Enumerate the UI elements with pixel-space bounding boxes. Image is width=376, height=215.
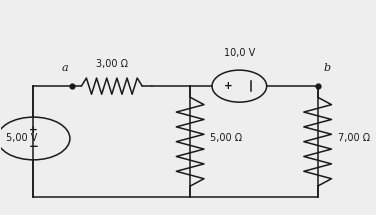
Text: b: b — [323, 63, 331, 73]
Text: 5,00 Ω: 5,00 Ω — [210, 134, 242, 143]
Text: 3,00 Ω: 3,00 Ω — [96, 59, 128, 69]
Text: 5,00 V: 5,00 V — [6, 134, 38, 143]
Text: a: a — [61, 63, 68, 73]
Text: 7,00 Ω: 7,00 Ω — [338, 134, 370, 143]
Text: +: + — [29, 125, 38, 135]
Text: +: + — [223, 81, 232, 91]
Text: 10,0 V: 10,0 V — [224, 48, 255, 58]
Text: −: − — [29, 140, 38, 153]
